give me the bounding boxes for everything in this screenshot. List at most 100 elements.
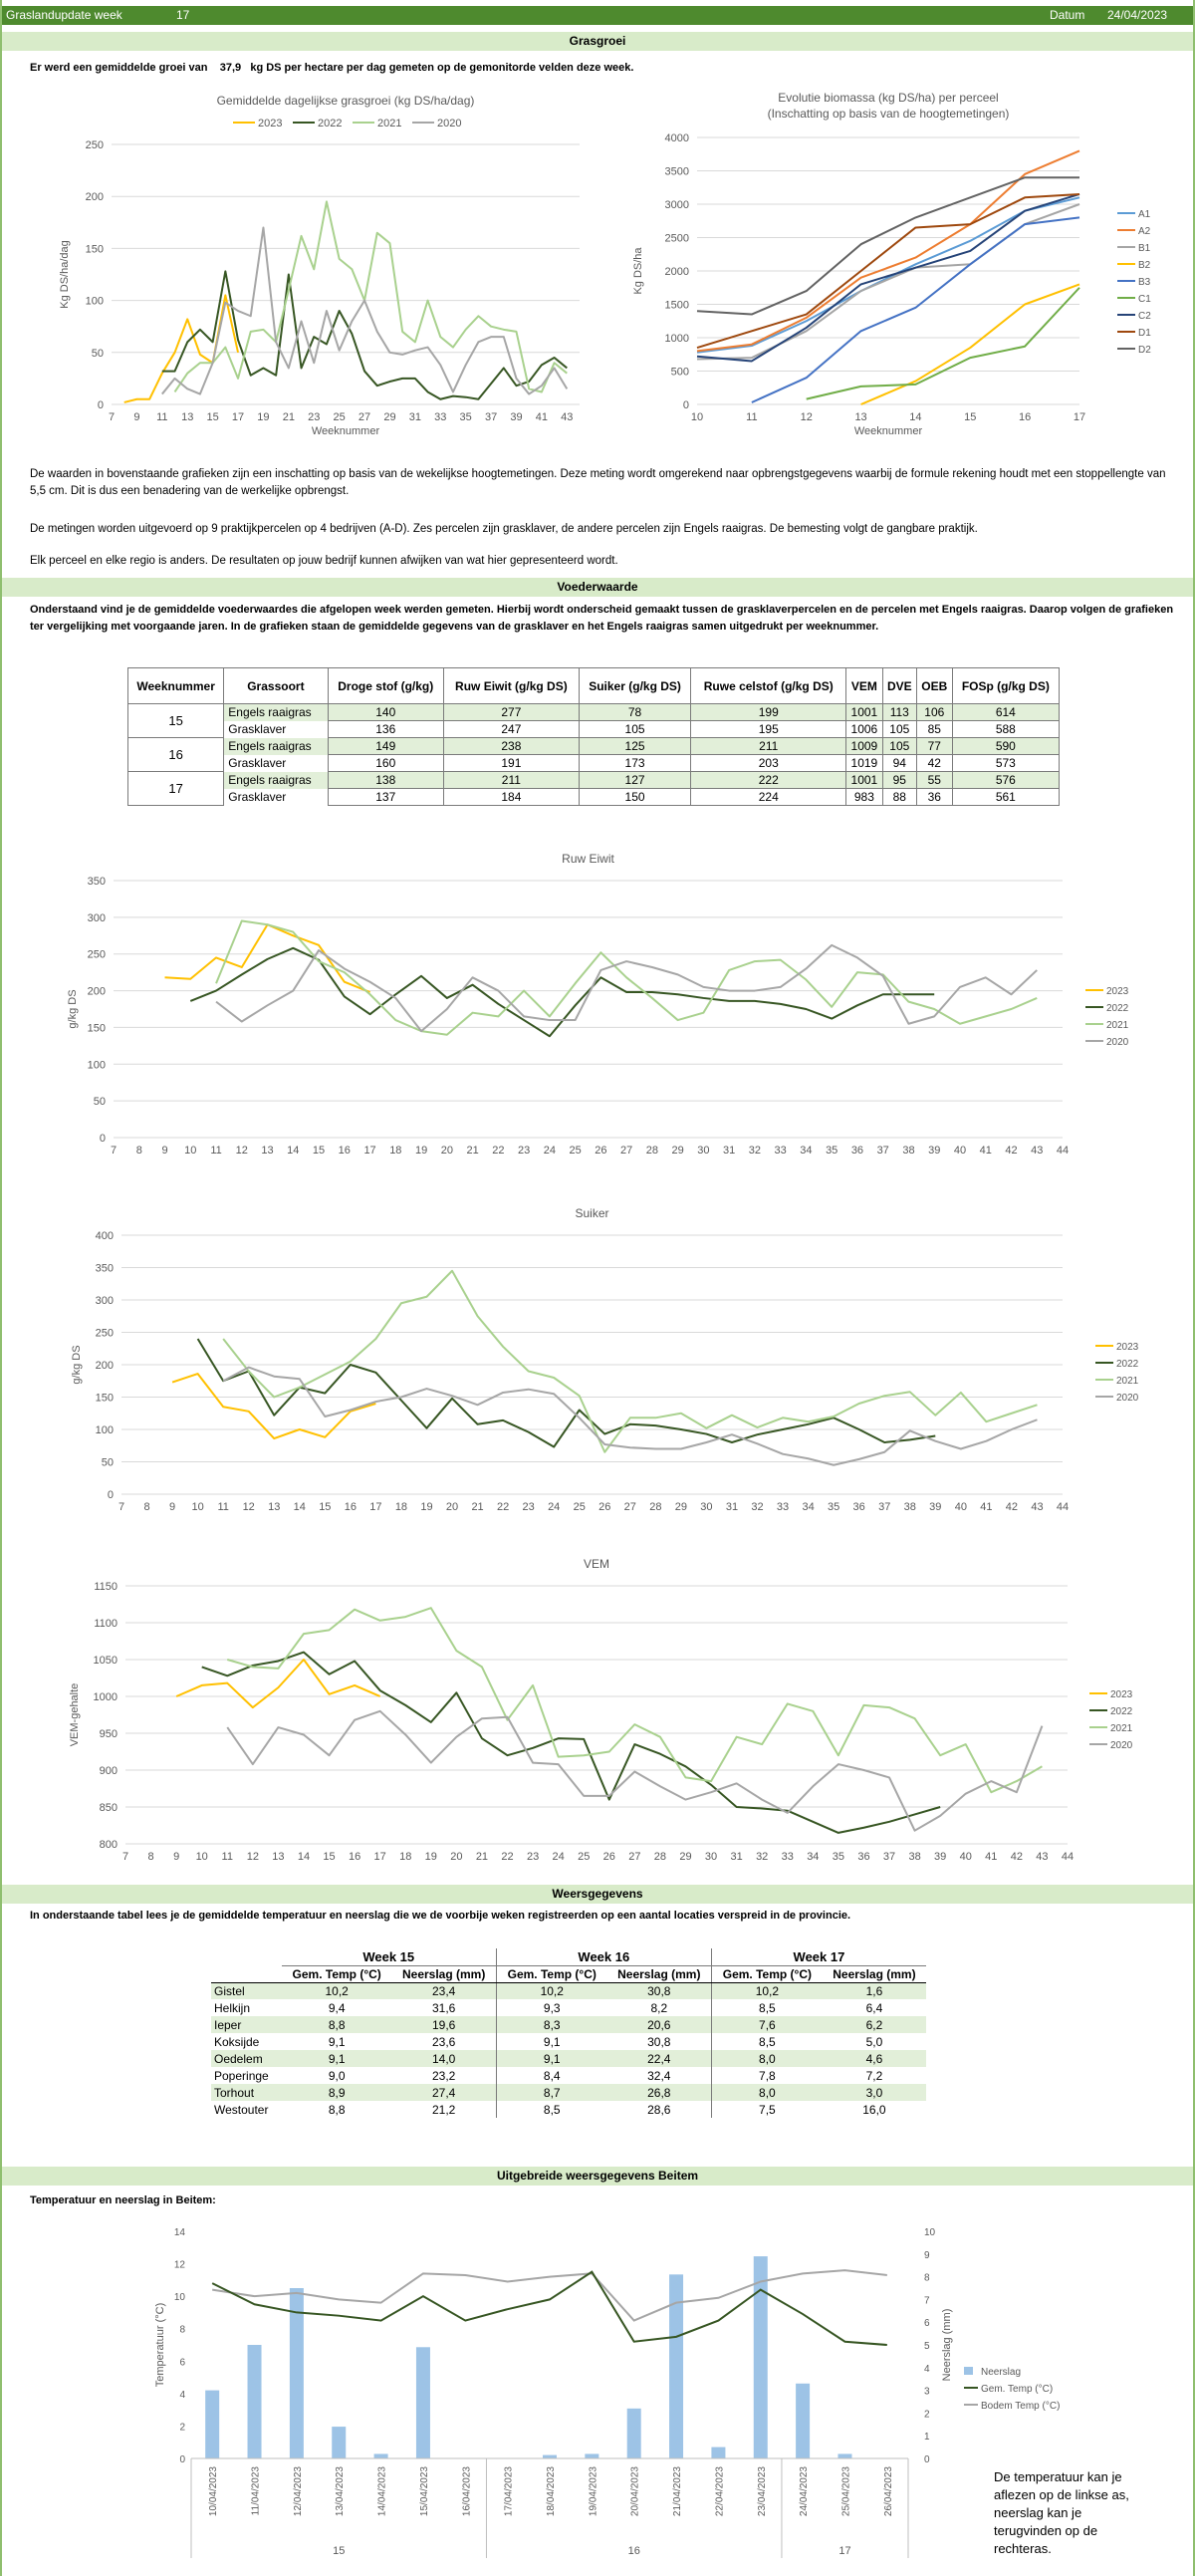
y-tick-label: 200 xyxy=(86,191,104,203)
neerslag-bar xyxy=(796,2383,811,2458)
y-right-tick-label: 0 xyxy=(924,2454,930,2465)
y-tick-label: 1000 xyxy=(665,333,689,345)
x-tick-label: 38 xyxy=(908,1851,920,1863)
legend-label: 2020 xyxy=(1110,1740,1133,1751)
x-tick-label: 33 xyxy=(775,1145,787,1157)
table-row: Helkijn 9,4 31,6 9,3 8,2 8,5 6,4 xyxy=(211,1999,926,2016)
table-row: Westouter 8,8 21,2 8,5 28,6 7,5 16,0 xyxy=(211,2101,926,2118)
legend-label: 2020 xyxy=(1106,1037,1129,1048)
y-tick-label: 200 xyxy=(96,1360,114,1372)
y-tick-label: 1500 xyxy=(665,300,689,312)
x-category-label: 12/04/2023 xyxy=(293,2466,304,2516)
y-right-tick-label: 9 xyxy=(924,2250,930,2261)
vw-value-cell: 105 xyxy=(578,720,692,738)
x-tick-label: 35 xyxy=(833,1851,844,1863)
y-left-tick-label: 2 xyxy=(179,2422,185,2433)
weer-value-cell: 6,4 xyxy=(865,2000,883,2015)
weer-value-cell: 10,2 xyxy=(281,1982,392,1999)
weer-value-cell: 23,4 xyxy=(391,1982,497,1999)
weer-subheader: Neerslag (mm) xyxy=(606,1965,712,1983)
x-tick-label: 34 xyxy=(807,1851,819,1863)
y-tick-label: 0 xyxy=(108,1489,114,1501)
x-tick-label: 29 xyxy=(672,1145,684,1157)
x-category-label: 21/04/2023 xyxy=(672,2466,683,2516)
neerslag-bar xyxy=(332,2427,347,2458)
vw-value-cell: 137 xyxy=(327,788,445,806)
x-category-label: 17/04/2023 xyxy=(504,2466,515,2516)
header-bar: Graslandupdate week 17 Datum 24/04/2023 xyxy=(2,6,1193,25)
x-tick-label: 21 xyxy=(471,1501,483,1513)
weer-value-cell: 8,8 xyxy=(281,2016,392,2033)
x-tick-label: 14 xyxy=(294,1501,306,1513)
vw-grassoort-cell: Engels raaigras xyxy=(223,737,329,755)
y-tick-label: 250 xyxy=(86,139,104,151)
weer-value-cell: 19,6 xyxy=(391,2016,497,2033)
vw-value-cell: 184 xyxy=(443,788,580,806)
x-tick-label: 13 xyxy=(181,411,193,423)
weer-value-cell: 7,8 xyxy=(710,2067,823,2084)
series-line-C1 xyxy=(806,287,1080,400)
x-tick-label: 17 xyxy=(363,1145,375,1157)
x-tick-label: 7 xyxy=(109,411,115,423)
x-tick-label: 7 xyxy=(119,1501,124,1513)
y-left-tick-label: 14 xyxy=(174,2227,186,2238)
grasgroei-para3: Elk perceel en elke regio is anders. De … xyxy=(30,555,618,567)
x-axis-label: Weeknummer xyxy=(854,425,923,437)
weer-subheader: Gem. Temp (°C) xyxy=(281,1965,392,1983)
series-line-2020 xyxy=(222,1366,1038,1466)
x-tick-label: 22 xyxy=(497,1501,509,1513)
y-tick-label: 300 xyxy=(96,1295,114,1307)
x-category-label: 25/04/2023 xyxy=(840,2466,851,2516)
vw-value-cell: 77 xyxy=(915,737,953,755)
series-line-D2 xyxy=(696,176,1079,316)
vw-header-cell: Grassoort xyxy=(223,667,329,704)
weer-value-cell: 8,9 xyxy=(281,2084,392,2101)
weer-value-cell: 8,4 xyxy=(495,2067,607,2084)
vw-value-cell: 561 xyxy=(951,788,1061,806)
series-line-2021 xyxy=(173,200,568,393)
vw-value-cell: 590 xyxy=(951,737,1061,755)
legend-label: 2021 xyxy=(1116,1376,1139,1387)
neerslag-bar xyxy=(415,2347,430,2458)
x-tick-label: 20 xyxy=(441,1145,453,1157)
table-row: Koksijde 9,1 23,6 9,1 30,8 8,5 5,0 xyxy=(211,2033,926,2050)
x-tick-label: 23 xyxy=(523,1501,535,1513)
x-tick-label: 37 xyxy=(878,1501,890,1513)
y-left-axis-label: Temperatuur (°C) xyxy=(154,2303,166,2387)
vw-value-cell: 224 xyxy=(690,788,847,806)
section-voederwaarde: Voederwaarde xyxy=(2,578,1193,597)
x-tick-label: 13 xyxy=(272,1851,284,1863)
table-row: 16 Engels raaigras 149 238 125 211 1009 105 77 59… xyxy=(126,737,1061,772)
series-line-A1 xyxy=(696,196,1080,354)
vw-value-cell: 1006 xyxy=(845,720,883,738)
y-tick-label: 150 xyxy=(86,243,104,255)
bodem-temp-line xyxy=(212,2269,887,2322)
x-tick-label: 44 xyxy=(1057,1145,1069,1157)
x-category-label: 16/04/2023 xyxy=(461,2466,472,2516)
weer-location-cell: Koksijde xyxy=(214,2034,260,2049)
chart-biomassa: 0 500 1000 1500 2000 2500 3000 3500 4000 10 11 12 13… xyxy=(632,91,1151,437)
vw-header-cell: DVE xyxy=(881,667,917,704)
x-category-label: 14/04/2023 xyxy=(377,2466,388,2516)
vw-value-cell: 1001 xyxy=(845,703,883,721)
x-tick-label: 41 xyxy=(985,1851,997,1863)
x-tick-label: 12 xyxy=(247,1851,259,1863)
vw-value-cell: 149 xyxy=(327,737,445,755)
table-row: Grasklaver 137 184 150 224 983 88 36 561 xyxy=(128,788,1061,806)
x-tick-label: 32 xyxy=(756,1851,768,1863)
series-line-B2 xyxy=(860,283,1080,405)
x-tick-label: 35 xyxy=(828,1501,839,1513)
weer-value-cell: 22,4 xyxy=(606,2050,712,2067)
x-tick-label: 21 xyxy=(283,411,295,423)
x-tick-label: 19 xyxy=(257,411,269,423)
y-left-tick-label: 12 xyxy=(174,2260,186,2271)
weer-location-cell: Gistel xyxy=(211,1982,282,1999)
vw-value-cell: 55 xyxy=(915,771,953,789)
x-tick-label: 39 xyxy=(929,1501,941,1513)
weer-value-cell: 8,0 xyxy=(710,2050,823,2067)
vw-value-cell: 222 xyxy=(690,771,847,789)
weer-week-header: Week 15 xyxy=(281,1948,497,1966)
x-tick-label: 21 xyxy=(466,1145,478,1157)
